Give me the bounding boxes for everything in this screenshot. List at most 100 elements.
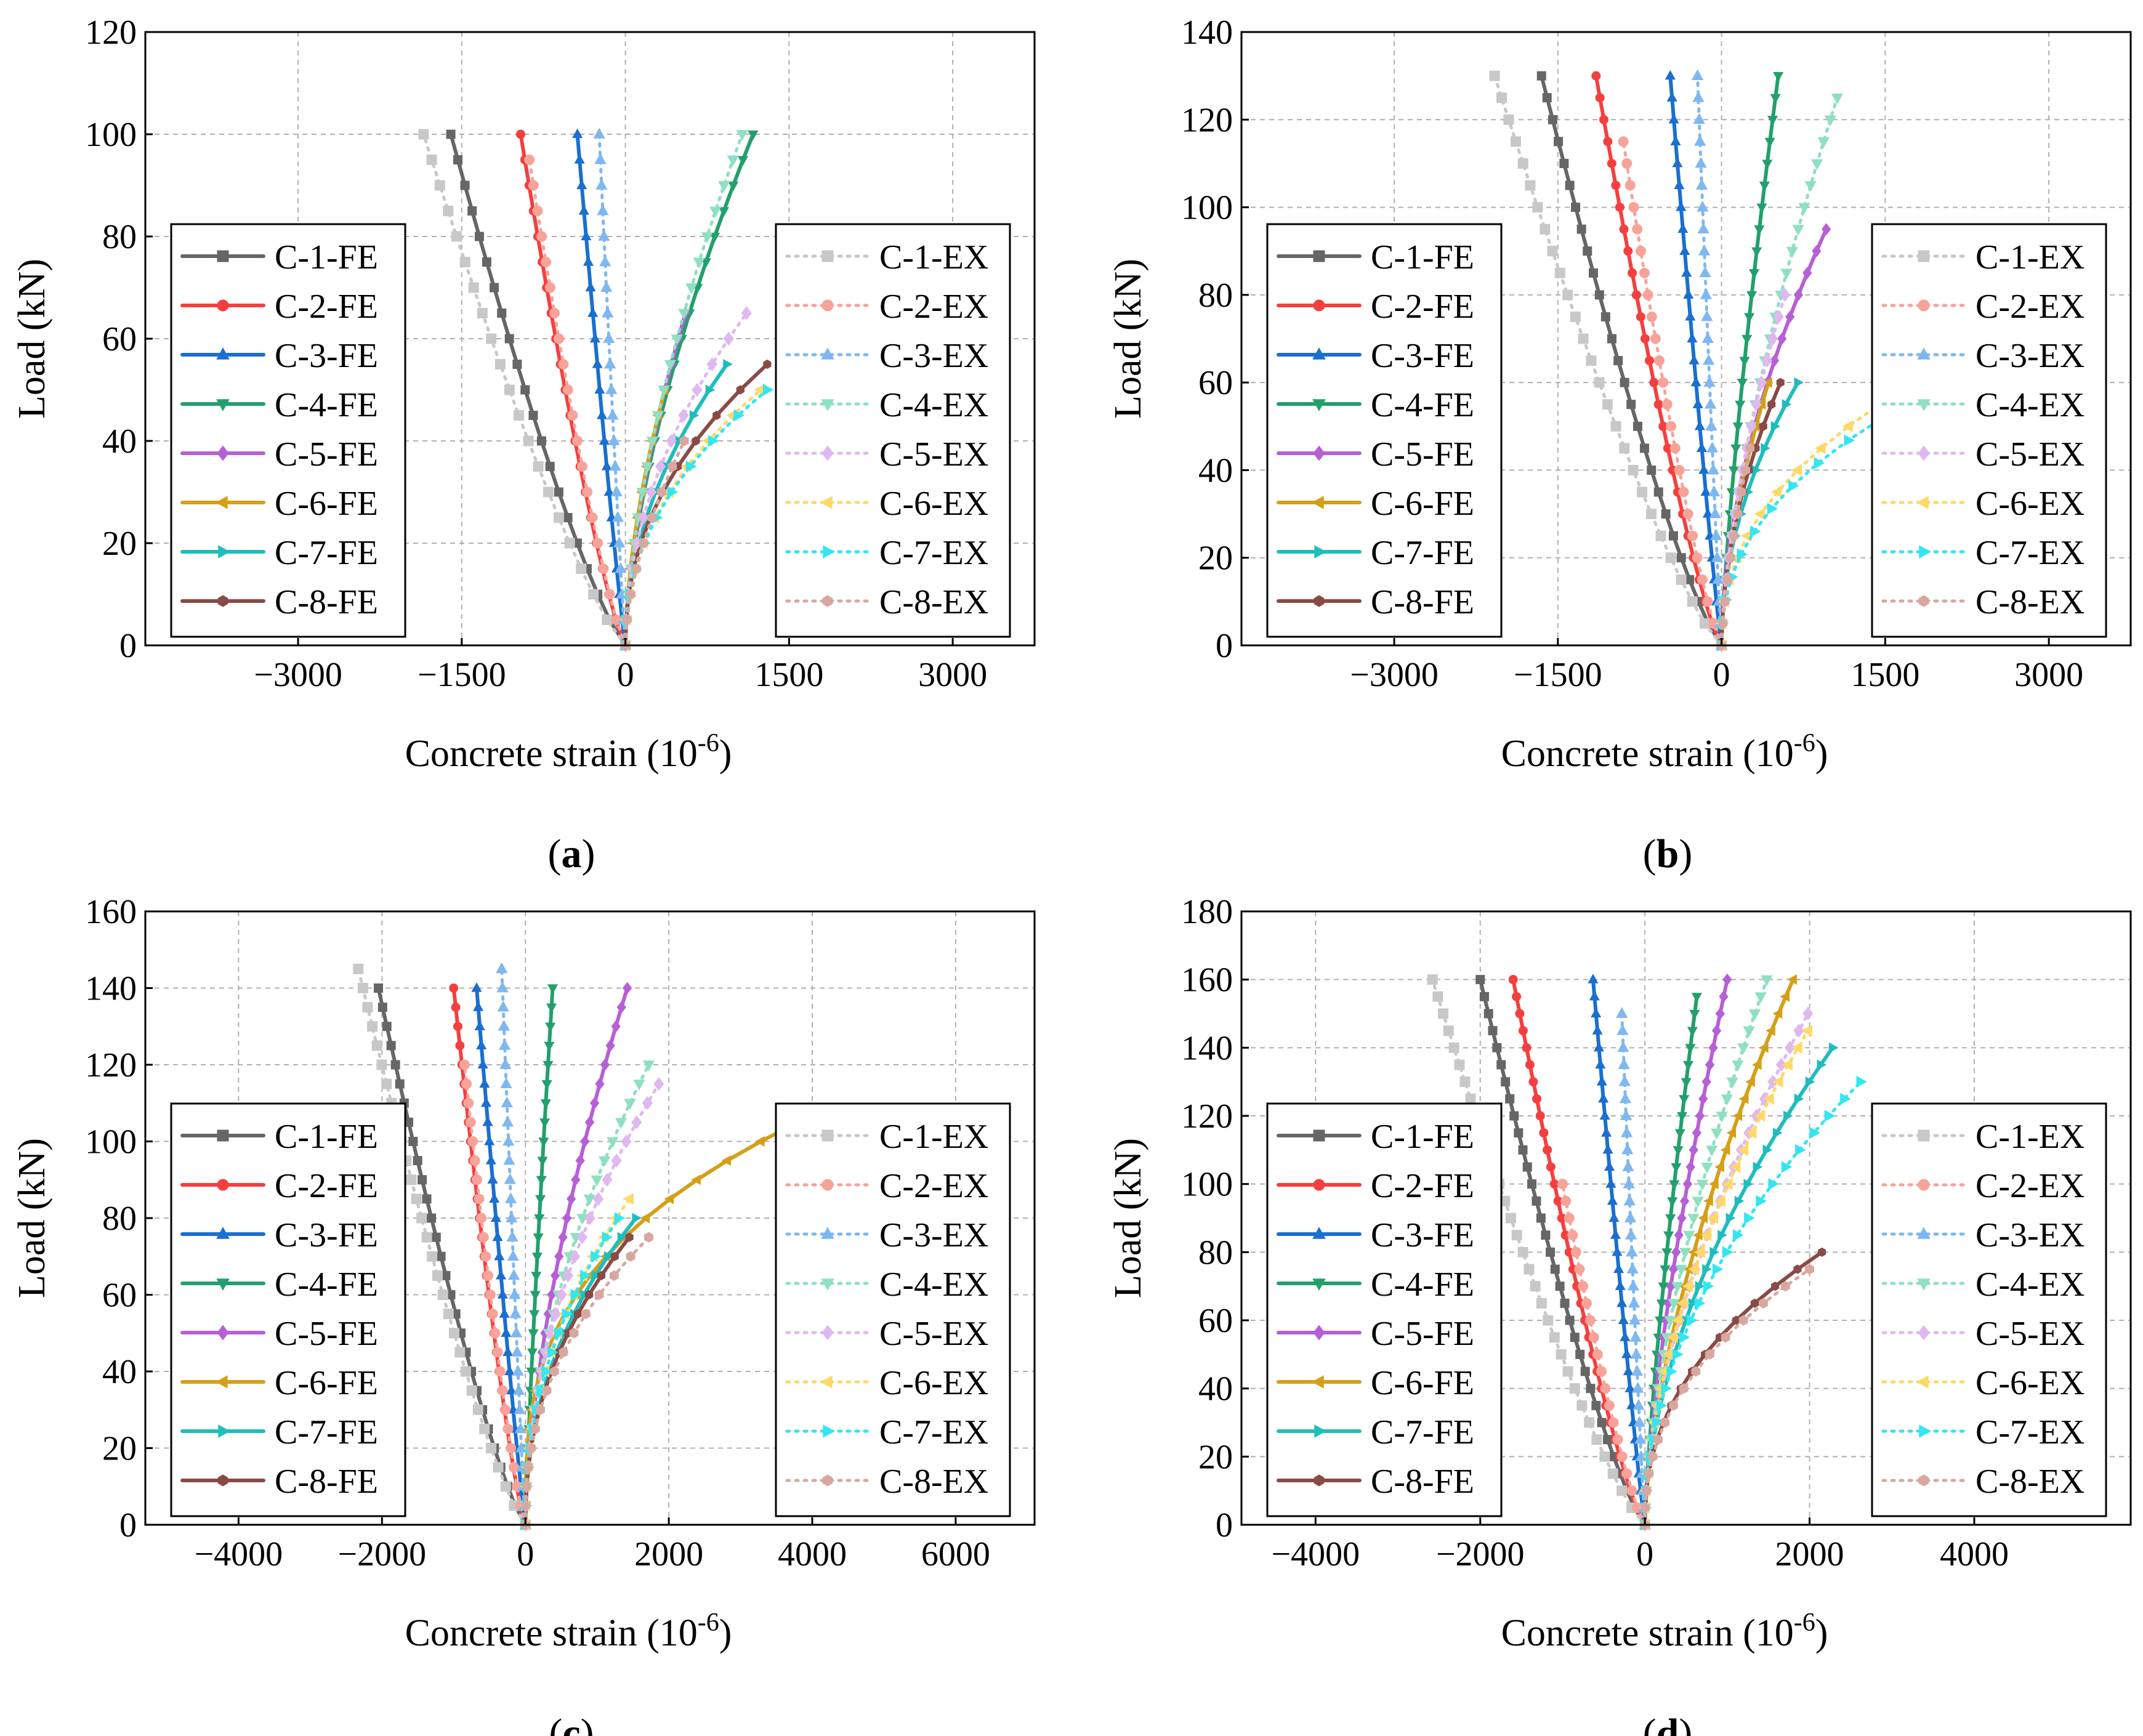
data-point: [1729, 1161, 1741, 1173]
series-C-3-EX: [593, 127, 632, 650]
data-point: [1618, 1314, 1629, 1325]
legend-label: C-6-FE: [275, 1364, 378, 1402]
data-point: [1570, 1246, 1581, 1258]
legend-marker: [1313, 1179, 1325, 1191]
data-point: [556, 1288, 567, 1302]
data-point: [1624, 180, 1636, 191]
data-point: [530, 1291, 541, 1301]
data-point: [408, 1137, 418, 1146]
data-point: [468, 282, 479, 293]
data-point: [569, 1328, 579, 1339]
data-point: [1571, 203, 1581, 212]
x-axis-label: Concrete strain (10-6): [405, 729, 732, 775]
data-point: [1604, 1161, 1615, 1171]
data-point: [1700, 288, 1713, 299]
data-point: [591, 1175, 603, 1187]
data-point: [733, 409, 745, 422]
y-tick-label: 60: [102, 320, 137, 358]
data-point: [497, 1000, 509, 1012]
y-axis-label: Load (kN): [11, 259, 53, 419]
data-point: [441, 1270, 451, 1280]
data-point: [536, 436, 546, 446]
data-point: [1798, 203, 1810, 214]
data-point: [1685, 310, 1696, 321]
legend-label: C-1-EX: [1976, 1118, 2084, 1156]
data-point: [1570, 1333, 1580, 1342]
legend-label: C-6-EX: [879, 485, 988, 523]
data-point: [1705, 419, 1717, 431]
legend-label: C-1-EX: [879, 1118, 988, 1156]
data-point: [506, 1443, 517, 1453]
y-tick-label: 120: [1181, 1097, 1233, 1136]
data-point: [1611, 180, 1621, 190]
legend-label: C-1-FE: [275, 238, 378, 277]
series-C-2-EX: [1557, 1179, 1650, 1530]
data-point: [509, 1288, 521, 1299]
data-point: [537, 1157, 548, 1167]
data-point: [547, 1346, 559, 1359]
data-point: [1751, 397, 1762, 411]
data-point: [1767, 116, 1778, 126]
data-point: [490, 1212, 501, 1222]
data-point: [1795, 1144, 1806, 1156]
data-point: [1692, 398, 1703, 408]
series-C-1-EX: [353, 963, 531, 1530]
data-point: [647, 512, 657, 523]
data-point: [584, 1211, 595, 1225]
data-point: [1692, 1197, 1704, 1208]
data-point: [1639, 443, 1649, 453]
data-point: [1691, 1366, 1701, 1377]
data-point: [570, 1288, 582, 1301]
data-point: [1489, 70, 1500, 81]
data-point: [1632, 421, 1642, 431]
data-point: [479, 1423, 490, 1434]
data-point: [656, 486, 666, 498]
data-point: [1689, 1009, 1700, 1020]
data-point: [1618, 136, 1629, 147]
data-point: [515, 1441, 528, 1453]
legend-label: C-1-EX: [879, 238, 988, 277]
data-point: [1650, 333, 1661, 344]
data-point: [1716, 1112, 1728, 1123]
data-point: [449, 983, 459, 993]
data-point: [652, 411, 664, 422]
data-point: [1626, 400, 1636, 410]
legend-marker: [822, 595, 833, 607]
data-point: [446, 129, 456, 139]
data-point: [427, 1251, 438, 1262]
data-point: [1670, 135, 1681, 145]
data-point: [1510, 136, 1521, 147]
panel-label: (d): [1643, 1711, 1693, 1736]
data-point: [587, 307, 599, 317]
data-point: [1646, 509, 1657, 520]
y-tick-label: 40: [1198, 451, 1233, 490]
data-point: [573, 1309, 583, 1319]
data-point: [1595, 93, 1605, 103]
legend-marker: [1314, 1424, 1326, 1438]
legend-label: C-4-EX: [1976, 386, 2084, 424]
data-point: [1584, 1315, 1596, 1326]
data-point: [1695, 1110, 1705, 1122]
data-point: [602, 306, 614, 318]
data-point: [509, 1307, 522, 1318]
data-point: [597, 204, 609, 216]
data-point: [691, 1174, 701, 1185]
legend-label: C-8-EX: [879, 1463, 988, 1501]
data-point: [1750, 525, 1761, 538]
legend-marker: [1919, 545, 1931, 559]
data-point: [498, 1020, 511, 1031]
legend-box: [775, 1102, 1011, 1517]
data-point: [436, 1251, 446, 1261]
data-point: [1677, 1212, 1687, 1224]
series-line: [1720, 403, 1881, 647]
data-point: [535, 1195, 546, 1205]
data-point: [1732, 1315, 1741, 1325]
data-point: [497, 309, 507, 318]
data-point: [1505, 1094, 1515, 1104]
data-point: [1616, 1007, 1628, 1018]
data-point: [631, 1115, 642, 1129]
x-tick-label: −2000: [337, 1535, 426, 1573]
data-point: [599, 255, 611, 267]
data-point: [1714, 1195, 1725, 1207]
data-point: [1588, 1332, 1599, 1343]
